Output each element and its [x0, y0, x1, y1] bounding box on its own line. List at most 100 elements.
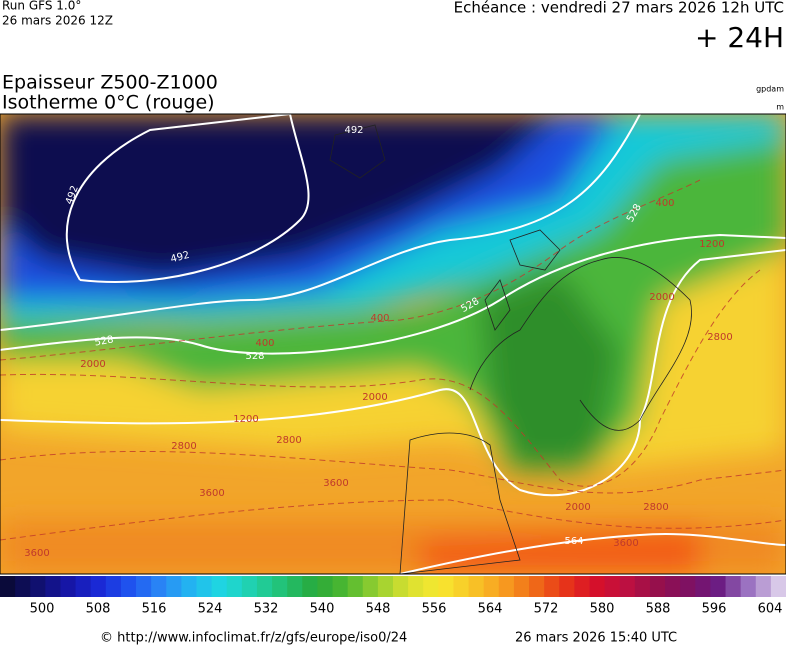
colorbar-swatch [166, 576, 182, 597]
colorbar-label: 532 [254, 602, 279, 617]
isotherm-label: 2000 [565, 502, 590, 513]
colorbar-swatch [665, 576, 681, 597]
thickness-label: 528 [245, 351, 264, 362]
colorbar-swatch [75, 576, 92, 597]
colorbar-swatch [589, 576, 606, 597]
colorbar-swatch [272, 576, 288, 597]
colorbar-swatch [483, 576, 500, 597]
unit-label: gpdam [756, 85, 784, 94]
colorbar-swatch [120, 576, 137, 597]
colorbar-swatch [302, 576, 318, 597]
thickness-label: 492 [169, 250, 190, 266]
source-credit: © http://www.infoclimat.fr/z/gfs/europe/… [100, 631, 407, 646]
isotherm-label: 1200 [233, 414, 258, 425]
forecast-time: Echéance : vendredi 27 mars 2026 12h UTC [454, 0, 784, 17]
colorbar-swatch [347, 576, 364, 597]
colorbar-swatch [604, 576, 621, 597]
thickness-label: 492 [344, 125, 363, 136]
colorbar-swatch [498, 576, 515, 597]
colorbar-swatch [256, 576, 273, 597]
isotherm-label: 2000 [362, 392, 387, 403]
colorbar-swatch [211, 576, 228, 597]
colorbar-label: 572 [534, 602, 559, 617]
colorbar-swatch [90, 576, 107, 597]
colorbar-swatch [468, 576, 485, 597]
thickness-label: 528 [94, 334, 115, 348]
colorbar-label: 588 [646, 602, 671, 617]
isotherm-label: 3600 [24, 548, 49, 559]
colorbar-swatch [287, 576, 303, 597]
run-date: 26 mars 2026 12Z [2, 14, 113, 28]
colorbar-swatch [15, 576, 31, 597]
colorbar-swatch [513, 576, 530, 597]
colorbar-swatch [105, 576, 122, 597]
unit-label: m [776, 103, 784, 112]
colorbar-swatch [196, 576, 213, 597]
colorbar-label: 540 [310, 602, 335, 617]
isotherm-label: 400 [255, 338, 274, 349]
isotherm-label: 2800 [707, 332, 732, 343]
colorbar-swatch [408, 576, 424, 597]
map-title: Epaisseur Z500-Z1000 [2, 72, 218, 94]
colorbar-label: 556 [422, 602, 447, 617]
lead-time: + 24H [695, 21, 784, 54]
generated-time: 26 mars 2026 15:40 UTC [515, 631, 677, 646]
colorbar-label: 604 [758, 602, 783, 617]
colorbar-swatch [226, 576, 243, 597]
thickness-label: 564 [564, 536, 583, 547]
colorbar-swatch [317, 576, 334, 597]
colorbar-swatch [0, 576, 16, 597]
colorbar-swatch [438, 576, 454, 597]
colorbar-swatch [710, 576, 727, 597]
run-label: Run GFS 1.0° [2, 0, 81, 13]
colorbar-swatch [619, 576, 636, 597]
colorbar-swatch [634, 576, 651, 597]
colorbar-swatch [770, 576, 786, 597]
isotherm-label: 3600 [613, 538, 638, 549]
colorbar-swatch [151, 576, 167, 597]
colorbar-swatch [574, 576, 590, 597]
isotherm-label: 2800 [276, 435, 301, 446]
isotherm-label: 3600 [323, 478, 348, 489]
colorbar-swatch [740, 576, 757, 597]
colorbar-swatch [30, 576, 46, 597]
colorbar-swatch [559, 576, 575, 597]
isotherm-label: 2800 [643, 502, 668, 513]
map-field [0, 114, 786, 574]
isotherm-label: 2800 [171, 441, 196, 452]
colorbar-swatch [725, 576, 742, 597]
isotherm-label: 2000 [80, 359, 105, 370]
colorbar-label: 524 [198, 602, 223, 617]
colorbar-swatch [332, 576, 349, 597]
colorbar-swatch [755, 576, 772, 597]
colorbar-swatch [544, 576, 560, 597]
colorbar-swatch [695, 576, 711, 597]
isotherm-label: 1200 [699, 239, 724, 250]
colorbar-swatch [377, 576, 394, 597]
colorbar-label: 596 [702, 602, 727, 617]
colorbar-swatch [362, 576, 379, 597]
colorbar-label: 564 [478, 602, 503, 617]
isotherm-label: 400 [655, 198, 674, 209]
map-subtitle: Isotherme 0°C (rouge) [2, 92, 215, 114]
colorbar-swatch [136, 576, 152, 597]
isotherm-label: 400 [370, 313, 389, 324]
isotherm-label: 3600 [199, 488, 224, 499]
colorbar-swatch [181, 576, 197, 597]
colorbar-label: 516 [142, 602, 167, 617]
colorbar-swatch [241, 576, 258, 597]
isotherm-label: 2000 [649, 292, 674, 303]
colorbar-swatch [680, 576, 696, 597]
colorbar-swatch [423, 576, 439, 597]
colorbar-swatch [529, 576, 545, 597]
colorbar-label: 508 [86, 602, 111, 617]
colorbar-label: 548 [366, 602, 391, 617]
colorbar-label: 580 [590, 602, 615, 617]
colorbar-swatch [453, 576, 470, 597]
colorbar-swatch [393, 576, 409, 597]
colorbar-swatch [45, 576, 61, 597]
colorbar-swatch [60, 576, 77, 597]
map-frame [0, 113, 786, 575]
colorbar-label: 500 [30, 602, 55, 617]
